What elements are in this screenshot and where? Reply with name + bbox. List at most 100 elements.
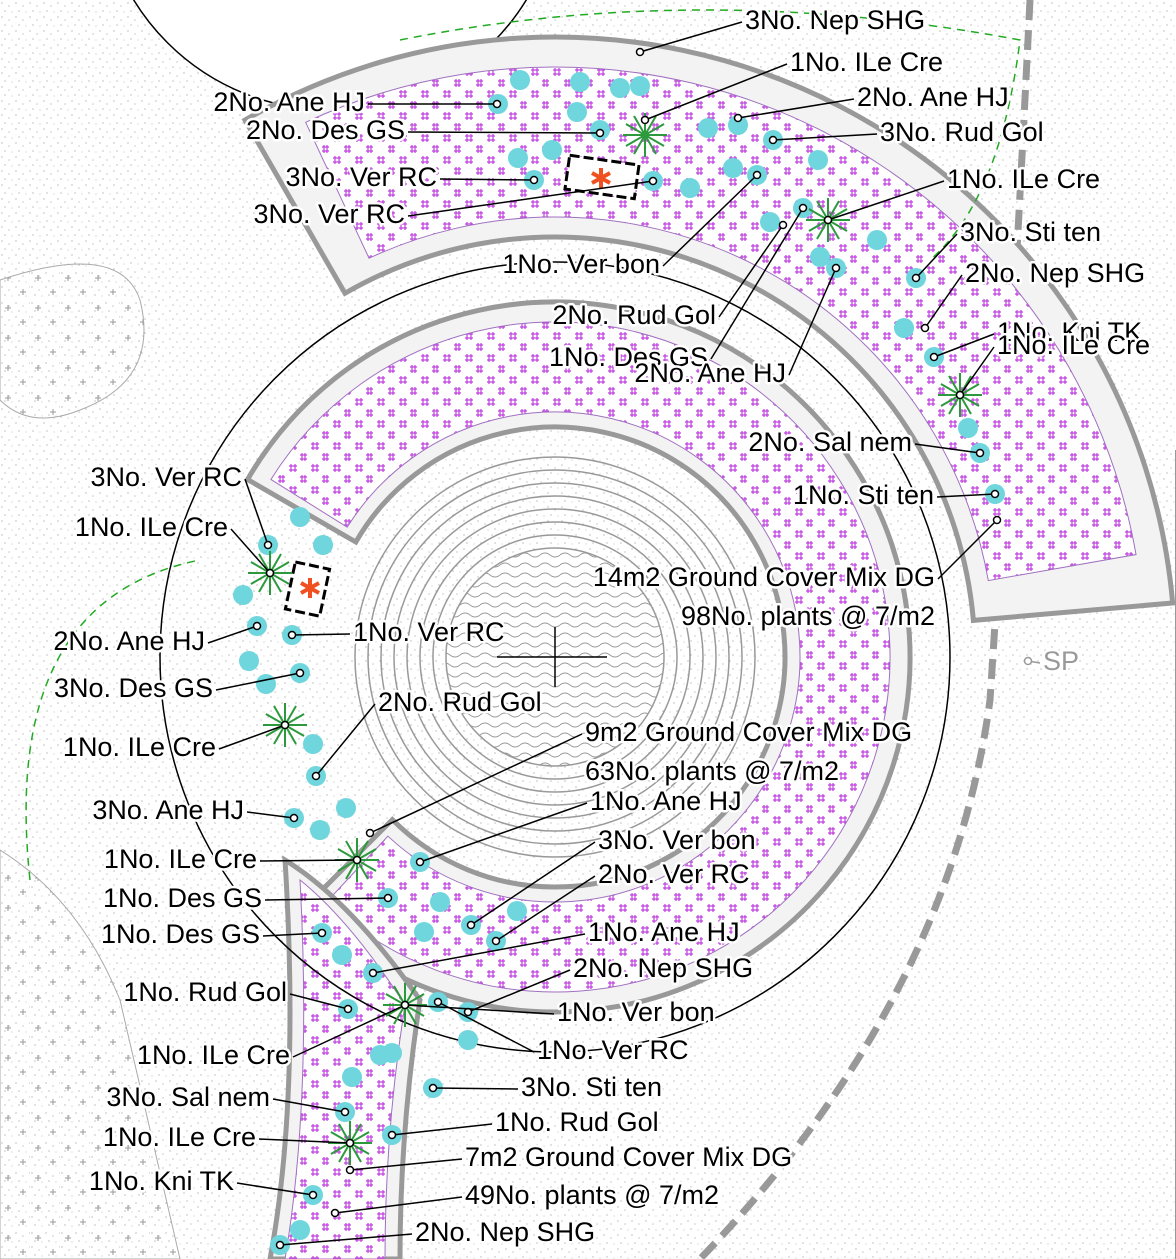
leader-line: [772, 133, 878, 141]
leader-line: [264, 897, 389, 901]
plant-label: 1No. Des GS: [101, 919, 260, 949]
asterisk: [591, 168, 611, 188]
plant-label: 3No. Sti ten: [960, 217, 1101, 247]
plant: [570, 72, 590, 92]
leader-line: [334, 1196, 463, 1214]
leader-line: [470, 841, 596, 926]
leader-dot: [975, 448, 985, 458]
plant-label: 3No. Sti ten: [521, 1072, 662, 1102]
leader-line: [315, 703, 376, 777]
plant-label: 9m2 Ground Cover Mix DG: [585, 717, 912, 747]
leader-line: [959, 346, 995, 396]
leader-line: [439, 178, 535, 181]
plant-label: 2No. Ane HJ: [53, 626, 205, 656]
leader-dot: [340, 1107, 350, 1117]
plant-label: 1No. Rud Gol: [495, 1107, 659, 1137]
leader-dot: [343, 1004, 353, 1014]
leader-line: [662, 174, 758, 267]
plant-label: 1No. ILe Cre: [997, 330, 1150, 360]
leader-dot: [383, 893, 393, 903]
plant: [290, 507, 310, 527]
leader-dot: [823, 215, 833, 225]
planting-bed: [304, 66, 1137, 582]
leader-line: [279, 1233, 413, 1246]
leader-line: [937, 519, 998, 580]
ring: [354, 456, 756, 858]
plant-label: 2No. Rud Gol: [378, 687, 542, 717]
plant-label: 1No. ILe Cre: [790, 47, 943, 77]
leader-dot: [752, 170, 762, 180]
plant: [310, 820, 330, 840]
plant-label: 1No. Ane HJ: [588, 917, 740, 947]
leader-line: [272, 1098, 346, 1113]
leader-dot: [929, 352, 939, 362]
leader-dot: [778, 220, 788, 230]
plant-label: 3No. Ver bon: [598, 825, 756, 855]
plant-label: 3No. Sal nem: [106, 1082, 270, 1112]
leader-dot: [252, 621, 262, 631]
leader-dot: [280, 720, 290, 730]
plant: [370, 1045, 390, 1065]
seating: [283, 153, 756, 858]
leader-line: [914, 443, 981, 454]
leader-line: [933, 333, 995, 358]
ring: [419, 521, 691, 793]
plant-label: 2No. Sal nem: [748, 427, 912, 457]
leader-dot: [831, 263, 841, 273]
plant: [810, 247, 830, 267]
plant-label: 7m2 Ground Cover Mix DG: [465, 1142, 792, 1172]
plant-label: 3No. Ver RC: [253, 199, 405, 229]
plant: [680, 178, 700, 198]
plant: [336, 798, 356, 818]
leader-dot: [635, 47, 645, 57]
plant-label: 1No. ILe Cre: [947, 164, 1100, 194]
leader-dot: [733, 113, 743, 123]
leader-line: [404, 1004, 555, 1015]
leader-line: [372, 933, 586, 974]
plant: [508, 148, 528, 168]
leader-dot: [798, 203, 808, 213]
leader-line: [710, 207, 804, 360]
leader-line: [737, 98, 855, 119]
leader-dot: [466, 920, 476, 930]
plant: [332, 945, 352, 965]
leader-line: [788, 267, 837, 376]
leader-dot: [911, 273, 921, 283]
plant: [414, 922, 434, 942]
site-label: SP: [1043, 646, 1079, 676]
leader-line: [236, 1182, 314, 1196]
leader-dot: [317, 928, 327, 938]
plant: [567, 102, 587, 122]
plant-label: 1No. Ver bon: [557, 997, 715, 1027]
leader-dot: [311, 771, 321, 781]
plant-label: 3No. Rud Gol: [880, 117, 1044, 147]
plant: [313, 535, 333, 555]
leader-line: [369, 733, 583, 834]
plant-label: 1No. Ver RC: [353, 617, 505, 647]
plant: [290, 1220, 310, 1240]
plant: [510, 70, 530, 90]
plant-label: 2No. Nep SHG: [573, 953, 753, 983]
plant: [542, 140, 562, 160]
leader-line: [291, 633, 351, 636]
plant: [723, 158, 743, 178]
leader-dot: [992, 515, 1002, 525]
ring: [380, 482, 730, 832]
leader-dot: [330, 1208, 340, 1218]
leader-dot: [640, 115, 650, 125]
plant-label: 1No. ILe Cre: [75, 512, 228, 542]
leader-dot: [595, 128, 605, 138]
plant-label: 1No. Rud Gol: [123, 977, 287, 1007]
plant-label: 3No. Ane HJ: [92, 795, 244, 825]
plant-label: 2No. Ane HJ: [857, 82, 1009, 112]
specimen-plant: [623, 113, 667, 157]
plant-label: 2No. Ane HJ: [634, 358, 786, 388]
plant-label: 2No. Ane HJ: [213, 87, 365, 117]
plant-label: 1No. Ver bon: [502, 249, 660, 279]
plant: [630, 76, 650, 96]
leader-line: [936, 493, 996, 498]
leader-line: [915, 233, 958, 279]
leader-line: [718, 224, 784, 318]
plant-label: 3No. Nep SHG: [745, 5, 925, 35]
